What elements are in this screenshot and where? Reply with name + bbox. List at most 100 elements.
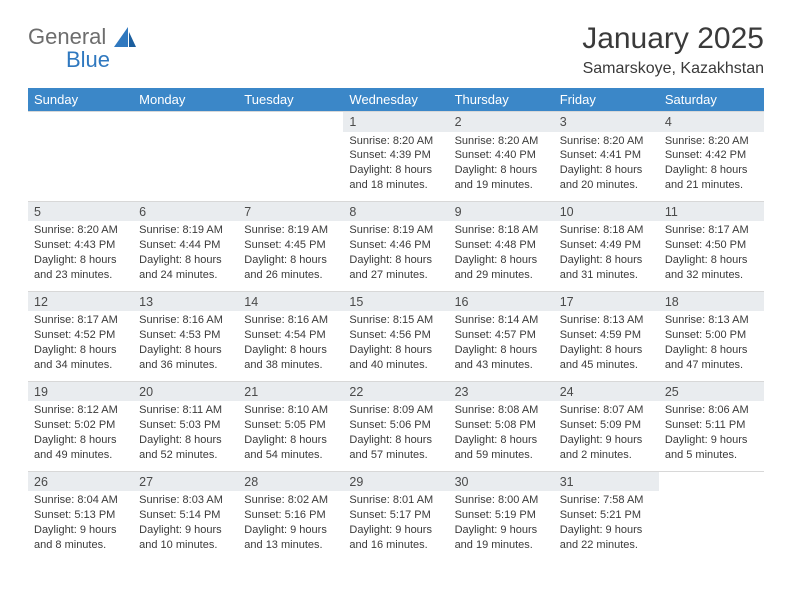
logo: General Blue — [28, 22, 138, 72]
detail-line: and 19 minutes. — [455, 178, 548, 193]
detail-line: and 43 minutes. — [455, 358, 548, 373]
detail-line: Sunset: 4:52 PM — [34, 328, 127, 343]
day-details-cell: Sunrise: 8:13 AMSunset: 4:59 PMDaylight:… — [554, 311, 659, 381]
detail-line: Sunset: 4:40 PM — [455, 148, 548, 163]
day-details-cell: Sunrise: 8:20 AMSunset: 4:40 PMDaylight:… — [449, 132, 554, 202]
detail-line: Sunset: 4:43 PM — [34, 238, 127, 253]
day-details-row: Sunrise: 8:20 AMSunset: 4:39 PMDaylight:… — [28, 132, 764, 202]
detail-line: and 23 minutes. — [34, 268, 127, 283]
detail-line: Sunrise: 8:17 AM — [34, 313, 127, 328]
day-details-cell: Sunrise: 8:19 AMSunset: 4:45 PMDaylight:… — [238, 221, 343, 291]
day-number-cell: 19 — [28, 381, 133, 401]
day-number-cell: 26 — [28, 471, 133, 491]
detail-line: Sunset: 5:17 PM — [349, 508, 442, 523]
detail-line: Sunrise: 8:20 AM — [665, 134, 758, 149]
detail-line: and 22 minutes. — [560, 538, 653, 553]
day-details-row: Sunrise: 8:20 AMSunset: 4:43 PMDaylight:… — [28, 221, 764, 291]
detail-line: Sunrise: 8:18 AM — [455, 223, 548, 238]
detail-line: Sunset: 5:21 PM — [560, 508, 653, 523]
day-details-cell: Sunrise: 8:01 AMSunset: 5:17 PMDaylight:… — [343, 491, 448, 560]
day-details-cell — [659, 491, 764, 560]
detail-line: Daylight: 8 hours — [455, 253, 548, 268]
day-number-cell: 20 — [133, 381, 238, 401]
detail-line: Sunrise: 8:13 AM — [665, 313, 758, 328]
detail-line: Sunset: 4:39 PM — [349, 148, 442, 163]
day-details-cell: Sunrise: 8:07 AMSunset: 5:09 PMDaylight:… — [554, 401, 659, 471]
day-details-cell: Sunrise: 8:20 AMSunset: 4:41 PMDaylight:… — [554, 132, 659, 202]
day-number-cell: 18 — [659, 291, 764, 311]
detail-line: Daylight: 8 hours — [349, 163, 442, 178]
detail-line: Daylight: 8 hours — [244, 343, 337, 358]
detail-line: Sunset: 4:56 PM — [349, 328, 442, 343]
detail-line: and 5 minutes. — [665, 448, 758, 463]
detail-line: and 10 minutes. — [139, 538, 232, 553]
detail-line: Sunrise: 8:20 AM — [455, 134, 548, 149]
detail-line: and 20 minutes. — [560, 178, 653, 193]
detail-line: Daylight: 8 hours — [455, 163, 548, 178]
detail-line: Sunset: 4:46 PM — [349, 238, 442, 253]
detail-line: and 27 minutes. — [349, 268, 442, 283]
detail-line: Daylight: 8 hours — [560, 343, 653, 358]
detail-line: Sunset: 5:02 PM — [34, 418, 127, 433]
day-details-cell: Sunrise: 8:14 AMSunset: 4:57 PMDaylight:… — [449, 311, 554, 381]
detail-line: Sunrise: 8:20 AM — [349, 134, 442, 149]
weekday-header: Friday — [554, 88, 659, 112]
detail-line: Sunset: 5:03 PM — [139, 418, 232, 433]
detail-line: Daylight: 9 hours — [244, 523, 337, 538]
detail-line: Sunset: 5:09 PM — [560, 418, 653, 433]
detail-line: Sunrise: 8:19 AM — [244, 223, 337, 238]
day-details-cell: Sunrise: 8:09 AMSunset: 5:06 PMDaylight:… — [343, 401, 448, 471]
detail-line: Sunset: 5:11 PM — [665, 418, 758, 433]
detail-line: Sunset: 4:54 PM — [244, 328, 337, 343]
day-details-row: Sunrise: 8:12 AMSunset: 5:02 PMDaylight:… — [28, 401, 764, 471]
logo-sail-icon — [114, 27, 138, 54]
detail-line: Daylight: 8 hours — [560, 163, 653, 178]
day-number-cell: 9 — [449, 201, 554, 221]
day-details-cell — [28, 132, 133, 202]
detail-line: Daylight: 9 hours — [34, 523, 127, 538]
day-details-row: Sunrise: 8:17 AMSunset: 4:52 PMDaylight:… — [28, 311, 764, 381]
detail-line: Daylight: 8 hours — [244, 433, 337, 448]
detail-line: Daylight: 8 hours — [349, 343, 442, 358]
detail-line: Daylight: 8 hours — [560, 253, 653, 268]
detail-line: Daylight: 8 hours — [34, 433, 127, 448]
detail-line: and 29 minutes. — [455, 268, 548, 283]
detail-line: Sunrise: 8:01 AM — [349, 493, 442, 508]
detail-line: Sunrise: 8:14 AM — [455, 313, 548, 328]
day-details-cell: Sunrise: 8:19 AMSunset: 4:44 PMDaylight:… — [133, 221, 238, 291]
day-details-cell: Sunrise: 8:02 AMSunset: 5:16 PMDaylight:… — [238, 491, 343, 560]
day-details-cell: Sunrise: 8:10 AMSunset: 5:05 PMDaylight:… — [238, 401, 343, 471]
detail-line: and 32 minutes. — [665, 268, 758, 283]
calendar-table: Sunday Monday Tuesday Wednesday Thursday… — [28, 88, 764, 560]
detail-line: Sunrise: 8:20 AM — [34, 223, 127, 238]
detail-line: Daylight: 8 hours — [455, 433, 548, 448]
detail-line: Sunrise: 8:19 AM — [139, 223, 232, 238]
detail-line: Sunrise: 8:16 AM — [244, 313, 337, 328]
day-details-cell — [133, 132, 238, 202]
day-details-cell: Sunrise: 8:20 AMSunset: 4:43 PMDaylight:… — [28, 221, 133, 291]
detail-line: Sunrise: 8:16 AM — [139, 313, 232, 328]
title-block: January 2025 Samarskoye, Kazakhstan — [582, 22, 764, 78]
detail-line: and 47 minutes. — [665, 358, 758, 373]
detail-line: Daylight: 8 hours — [349, 433, 442, 448]
detail-line: and 54 minutes. — [244, 448, 337, 463]
day-number-cell — [133, 112, 238, 132]
detail-line: and 57 minutes. — [349, 448, 442, 463]
detail-line: Sunset: 4:42 PM — [665, 148, 758, 163]
detail-line: Sunset: 4:57 PM — [455, 328, 548, 343]
day-number-cell: 12 — [28, 291, 133, 311]
day-number-cell: 21 — [238, 381, 343, 401]
detail-line: Daylight: 8 hours — [34, 343, 127, 358]
day-details-cell: Sunrise: 8:20 AMSunset: 4:39 PMDaylight:… — [343, 132, 448, 202]
detail-line: Sunset: 5:05 PM — [244, 418, 337, 433]
day-number-cell: 27 — [133, 471, 238, 491]
detail-line: Daylight: 8 hours — [244, 253, 337, 268]
detail-line: and 40 minutes. — [349, 358, 442, 373]
weekday-header: Thursday — [449, 88, 554, 112]
detail-line: Daylight: 8 hours — [139, 343, 232, 358]
day-details-cell: Sunrise: 8:00 AMSunset: 5:19 PMDaylight:… — [449, 491, 554, 560]
detail-line: Daylight: 8 hours — [665, 253, 758, 268]
detail-line: and 59 minutes. — [455, 448, 548, 463]
day-details-cell: Sunrise: 7:58 AMSunset: 5:21 PMDaylight:… — [554, 491, 659, 560]
detail-line: Daylight: 8 hours — [34, 253, 127, 268]
